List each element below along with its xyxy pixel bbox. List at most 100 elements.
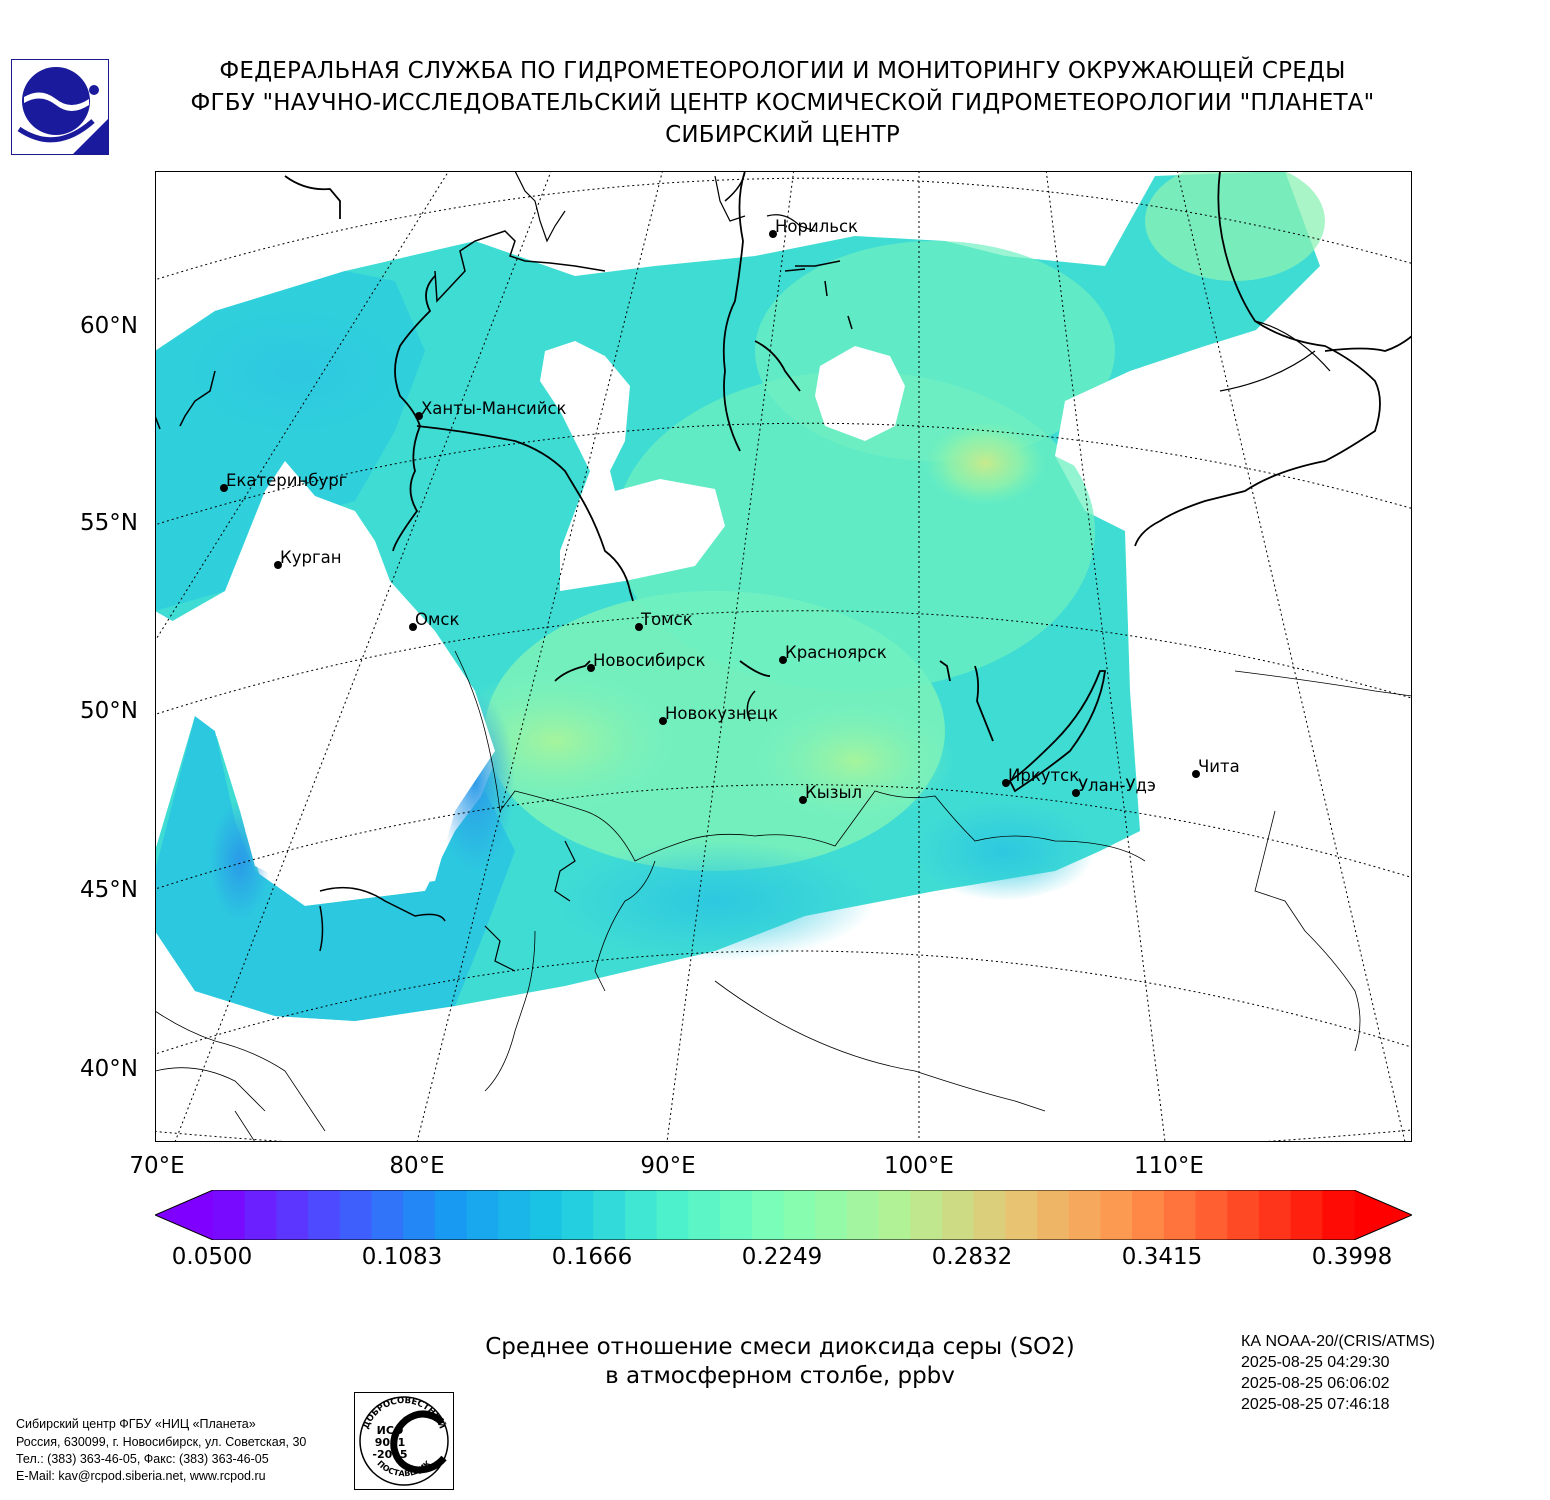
lat-label-60: 60°N xyxy=(80,313,138,339)
lon-label-100: 100°E xyxy=(884,1153,954,1179)
header-center: СИБИРСКИЙ ЦЕНТР xyxy=(665,122,900,148)
colorbar-bin xyxy=(783,1190,816,1240)
lon-label-80: 80°E xyxy=(389,1153,445,1179)
missing-data-areas xyxy=(155,321,1412,1142)
city-dot xyxy=(409,623,417,631)
colorbar-bin xyxy=(308,1190,341,1240)
colorbar-bin xyxy=(973,1190,1006,1240)
lat-label-55: 55°N xyxy=(80,510,138,536)
lon-label-70: 70°E xyxy=(129,1153,185,1179)
colorbar-bin xyxy=(1258,1190,1292,1240)
colorbar-bin xyxy=(1100,1190,1133,1240)
colorbar-bin xyxy=(498,1190,531,1240)
city-label: Новосибирск xyxy=(593,651,706,670)
colorbar-tick-4: 0.2832 xyxy=(931,1244,1013,1270)
colorbar-bin xyxy=(815,1190,848,1240)
city-dot xyxy=(1002,779,1010,787)
colorbar-bin xyxy=(276,1190,309,1240)
colorbar-bin xyxy=(625,1190,658,1240)
colorbar-tick-0: 0.0500 xyxy=(171,1244,253,1270)
colorbar-bin xyxy=(1290,1190,1323,1240)
city-marker: Екатеринбург xyxy=(220,471,347,492)
city-label: Новокузнецк xyxy=(665,704,778,723)
colorbar-svg xyxy=(153,1189,1414,1241)
colorbar-bin xyxy=(244,1190,277,1240)
city-dot xyxy=(769,230,777,238)
lat-label-45: 45°N xyxy=(80,877,138,903)
colorbar-bin xyxy=(656,1190,690,1240)
org-email: E-Mail: kav@rcpod.siberia.net, www.rcpod… xyxy=(16,1469,266,1483)
city-marker: Новокузнецк xyxy=(659,704,778,725)
colorbar-bin xyxy=(720,1190,753,1240)
iso-stamp-9001: 9001 xyxy=(375,1436,406,1449)
org-phone: Тел.: (383) 363-46-05, Факс: (383) 363-4… xyxy=(16,1452,269,1466)
colorbar-bin xyxy=(1068,1190,1102,1240)
city-marker: Курган xyxy=(274,548,342,569)
city-dot xyxy=(779,656,787,664)
colorbar-bin xyxy=(688,1190,721,1240)
city-marker: Красноярск xyxy=(779,643,887,664)
city-marker: Чита xyxy=(1192,757,1240,778)
colorbar-bin xyxy=(371,1190,404,1240)
city-dot xyxy=(1192,770,1200,778)
city-dot xyxy=(799,796,807,804)
map-caption-line1: Среднее отношение смеси диоксида серы (S… xyxy=(485,1334,1075,1360)
colorbar-tick-1: 0.1083 xyxy=(361,1244,443,1270)
colorbar-bin xyxy=(213,1190,246,1240)
city-dot xyxy=(415,412,423,420)
city-label: Чита xyxy=(1198,757,1240,776)
planeta-logo xyxy=(11,59,109,155)
colorbar-bin xyxy=(403,1190,436,1240)
geographic-lines xyxy=(155,171,1412,1142)
colorbar-bin xyxy=(339,1190,373,1240)
city-label: Кызыл xyxy=(805,783,862,802)
satellite-time-3: 2025-08-25 07:46:18 xyxy=(1241,1396,1390,1413)
colorbar-bin xyxy=(941,1190,975,1240)
satellite-time-2: 2025-08-25 06:06:02 xyxy=(1241,1375,1390,1392)
map-panel: Норильск Ханты-Мансийск Екатеринбург Курган… xyxy=(155,171,1412,1142)
city-marker: Кызыл xyxy=(799,783,862,804)
header-institute: ФГБУ "НАУЧНО-ИССЛЕДОВАТЕЛЬСКИЙ ЦЕНТР КОС… xyxy=(190,90,1375,116)
colorbar-extend-max xyxy=(1354,1190,1412,1240)
colorbar xyxy=(153,1189,1414,1241)
city-marker: Омск xyxy=(409,610,460,631)
colorbar-bin xyxy=(529,1190,563,1240)
city-marker: Ханты-Мансийск xyxy=(415,399,567,420)
colorbar-bin xyxy=(593,1190,626,1240)
graticule xyxy=(155,171,1412,1142)
colorbar-bin xyxy=(1005,1190,1038,1240)
city-dot xyxy=(635,623,643,631)
city-dot xyxy=(274,561,282,569)
org-address: Россия, 630099, г. Новосибирск, ул. Сове… xyxy=(16,1435,307,1449)
colorbar-bin xyxy=(910,1190,943,1240)
colorbar-bin xyxy=(1132,1190,1165,1240)
city-label: Улан-Удэ xyxy=(1078,776,1156,795)
colorbar-bin xyxy=(1037,1190,1070,1240)
city-marker: Улан-Удэ xyxy=(1072,776,1156,797)
city-label: Иркутск xyxy=(1008,766,1079,785)
iso-stamp-iso: ИСО xyxy=(377,1424,404,1437)
city-label: Ханты-Мансийск xyxy=(421,399,567,418)
colorbar-bin xyxy=(561,1190,594,1240)
city-label: Норильск xyxy=(775,217,858,236)
colorbar-bin xyxy=(846,1190,880,1240)
colorbar-tick-3: 0.2249 xyxy=(741,1244,823,1270)
city-dot xyxy=(1072,789,1080,797)
header-agency: ФЕДЕРАЛЬНАЯ СЛУЖБА ПО ГИДРОМЕТЕОРОЛОГИИ … xyxy=(219,58,1346,84)
map-frame xyxy=(155,171,1412,1142)
city-dot xyxy=(659,717,667,725)
colorbar-extend-min xyxy=(155,1190,213,1240)
cities: Норильск Ханты-Мансийск Екатеринбург Курган… xyxy=(220,217,1240,804)
city-marker: Томск xyxy=(635,610,693,631)
satellite-name: КА NOAA-20/(CRIS/ATMS) xyxy=(1241,1333,1435,1350)
city-dot xyxy=(587,664,595,672)
colorbar-bin xyxy=(878,1190,911,1240)
lat-label-50: 50°N xyxy=(80,698,138,724)
city-marker: Норильск xyxy=(769,217,858,238)
city-marker: Иркутск xyxy=(1002,766,1079,787)
city-label: Курган xyxy=(280,548,342,567)
colorbar-bin xyxy=(1227,1190,1260,1240)
city-label: Красноярск xyxy=(785,643,887,662)
colorbar-bin xyxy=(1163,1190,1197,1240)
colorbar-bin xyxy=(751,1190,785,1240)
